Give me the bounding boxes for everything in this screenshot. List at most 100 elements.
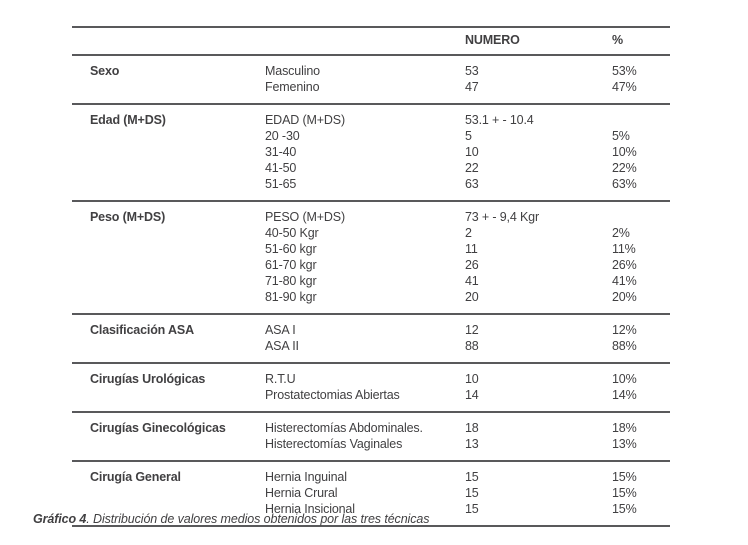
- subcategory-cell: EDAD (M+DS): [265, 113, 345, 127]
- numero-cell: 11: [465, 242, 478, 256]
- numero-cell: 13: [465, 437, 479, 451]
- table-row: Hernia Crural 15 15%: [72, 485, 670, 501]
- subcategory-cell: 51-65: [265, 177, 297, 191]
- header-category-cell: [72, 27, 265, 55]
- distribution-table-container: NUMERO % Sexo Masculino 53 53% Femenino 47 47%…: [72, 26, 670, 527]
- caption-text: . Distribución de valores medios obtenid…: [86, 512, 430, 526]
- category-cell: [72, 257, 265, 273]
- percent-cell: 22%: [612, 161, 637, 175]
- table-row: 61-70 kgr 26 26%: [72, 257, 670, 273]
- numero-cell: 53.1 + - 10.4: [465, 113, 534, 127]
- numero-cell: 26: [465, 258, 479, 272]
- table-row: Sexo Masculino 53 53%: [72, 55, 670, 79]
- subcategory-cell: 81-90 kgr: [265, 290, 317, 304]
- table-section: Sexo Masculino 53 53% Femenino 47 47%: [72, 55, 670, 104]
- subcategory-cell: Hernia Inguinal: [265, 470, 347, 484]
- numero-cell: 53: [465, 64, 479, 78]
- table-row: Peso (M+DS) PESO (M+DS) 73 + - 9,4 Kgr: [72, 201, 670, 225]
- category-cell: [72, 160, 265, 176]
- subcategory-cell: Prostatectomias Abiertas: [265, 388, 400, 402]
- table-row: Femenino 47 47%: [72, 79, 670, 104]
- header-subcategory-cell: [265, 27, 465, 55]
- percent-cell: [612, 201, 670, 225]
- table-section: Peso (M+DS) PESO (M+DS) 73 + - 9,4 Kgr 40-5…: [72, 201, 670, 314]
- table-row: Cirugía General Hernia Inguinal 15 15%: [72, 461, 670, 485]
- category-cell: [72, 79, 265, 104]
- subcategory-cell: ASA II: [265, 339, 299, 353]
- category-cell: Cirugía General: [90, 470, 181, 484]
- table-row: ASA II 88 88%: [72, 338, 670, 363]
- numero-cell: 10: [465, 145, 479, 159]
- category-cell: [72, 289, 265, 314]
- percent-cell: 53%: [612, 64, 637, 78]
- table-row: 81-90 kgr 20 20%: [72, 289, 670, 314]
- table-header-row: NUMERO %: [72, 27, 670, 55]
- percent-cell: 12%: [612, 323, 637, 337]
- table-section: Cirugías Urológicas R.T.U 10 10% Prostatecto…: [72, 363, 670, 412]
- percent-cell: 15%: [612, 470, 637, 484]
- subcategory-cell: 40-50 Kgr: [265, 226, 319, 240]
- category-cell: Sexo: [90, 64, 120, 78]
- distribution-table: NUMERO % Sexo Masculino 53 53% Femenino 47 47%…: [72, 26, 670, 527]
- percent-cell: 20%: [612, 290, 637, 304]
- table-row: 51-65 63 63%: [72, 176, 670, 201]
- table-row: Histerectomías Vaginales 13 13%: [72, 436, 670, 461]
- table-row: Clasificación ASA ASA I 12 12%: [72, 314, 670, 338]
- table-row: 41-50 22 22%: [72, 160, 670, 176]
- subcategory-cell: Femenino: [265, 80, 320, 94]
- table-row: Hernia Insicional 15 15%: [72, 501, 670, 526]
- numero-cell: 63: [465, 177, 479, 191]
- table-caption: Gráfico 4. Distribución de valores medio…: [33, 512, 429, 526]
- percent-cell: 26%: [612, 258, 637, 272]
- numero-cell: 5: [465, 129, 472, 143]
- subcategory-cell: 51-60 kgr: [265, 242, 317, 256]
- table-row: 71-80 kgr 41 41%: [72, 273, 670, 289]
- percent-cell: [612, 104, 670, 128]
- category-cell: [72, 436, 265, 461]
- numero-cell: 2: [465, 226, 472, 240]
- numero-cell: 41: [465, 274, 479, 288]
- numero-cell: 15: [465, 502, 479, 516]
- subcategory-cell: 41-50: [265, 161, 297, 175]
- percent-cell: 41%: [612, 274, 637, 288]
- category-cell: Cirugías Ginecológicas: [90, 421, 226, 435]
- percent-cell: 10%: [612, 145, 637, 159]
- numero-cell: 47: [465, 80, 479, 94]
- table-row: 31-40 10 10%: [72, 144, 670, 160]
- table-row: Prostatectomias Abiertas 14 14%: [72, 387, 670, 412]
- numero-cell: 15: [465, 470, 479, 484]
- table-row: 51-60 kgr 11 11%: [72, 241, 670, 257]
- subcategory-cell: Histerectomías Vaginales: [265, 437, 403, 451]
- percent-cell: 10%: [612, 372, 637, 386]
- category-cell: [72, 338, 265, 363]
- numero-cell: 18: [465, 421, 479, 435]
- percent-cell: 2%: [612, 226, 630, 240]
- table-section: Edad (M+DS) EDAD (M+DS) 53.1 + - 10.4 20 -3…: [72, 104, 670, 201]
- percent-cell: 15%: [612, 486, 637, 500]
- numero-cell: 22: [465, 161, 479, 175]
- subcategory-cell: Histerectomías Abdominales.: [265, 421, 423, 435]
- table-section: Cirugías Ginecológicas Histerectomías Abd…: [72, 412, 670, 461]
- subcategory-cell: Masculino: [265, 64, 320, 78]
- table-row: Edad (M+DS) EDAD (M+DS) 53.1 + - 10.4: [72, 104, 670, 128]
- table-row: Cirugías Urológicas R.T.U 10 10%: [72, 363, 670, 387]
- table-row: 20 -30 5 5%: [72, 128, 670, 144]
- category-cell: [72, 241, 265, 257]
- subcategory-cell: Hernia Crural: [265, 486, 338, 500]
- category-cell: Peso (M+DS): [90, 210, 166, 224]
- caption-label: Gráfico 4: [33, 512, 87, 526]
- percent-cell: 5%: [612, 129, 630, 143]
- subcategory-cell: ASA I: [265, 323, 296, 337]
- subcategory-cell: 20 -30: [265, 129, 300, 143]
- table-head: NUMERO %: [72, 27, 670, 55]
- percent-cell: 13%: [612, 437, 637, 451]
- subcategory-cell: 31-40: [265, 145, 297, 159]
- category-cell: [72, 225, 265, 241]
- category-cell: [72, 387, 265, 412]
- table-section: Clasificación ASA ASA I 12 12% ASA II 88 88%: [72, 314, 670, 363]
- numero-cell: 88: [465, 339, 479, 353]
- percent-cell: 14%: [612, 388, 637, 402]
- table-section: Cirugía General Hernia Inguinal 15 15% Herni…: [72, 461, 670, 526]
- category-cell: Clasificación ASA: [90, 323, 194, 337]
